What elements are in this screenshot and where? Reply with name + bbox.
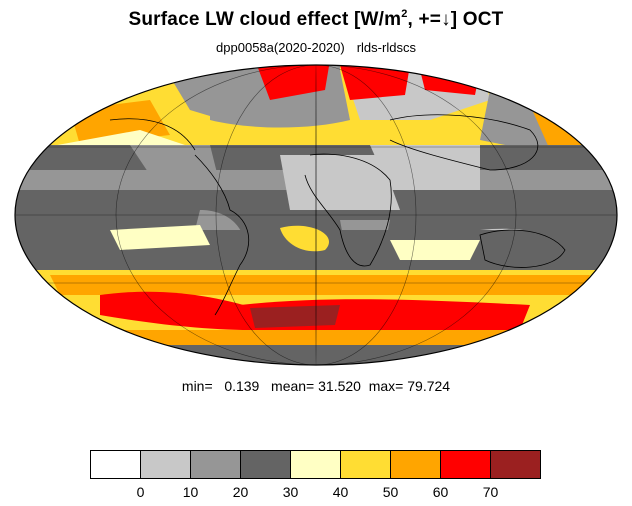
title-superscript: 2 <box>401 8 408 20</box>
stats-min-label: min= <box>181 378 213 394</box>
colorbar-box <box>290 450 341 479</box>
colorbar-tick-label: 30 <box>283 484 299 500</box>
colorbar-box <box>90 450 141 479</box>
colorbar-tick-label: 10 <box>183 484 199 500</box>
map-field <box>15 65 617 365</box>
plot-title: Surface LW cloud effect [W/m2, +=↓] OCT <box>0 8 632 31</box>
stats-max-value: 79.724 <box>407 378 451 394</box>
colorbar-tick-label: 50 <box>383 484 399 500</box>
subtitle-variable: rlds-rldscs <box>356 40 416 55</box>
plot-subtitle: dpp0058a(2020-2020) rlds-rldscs <box>0 40 632 55</box>
colorbar-tick-label: 60 <box>433 484 449 500</box>
colorbar: 0 10 20 30 40 50 60 70 <box>90 450 541 500</box>
colorbar-box <box>440 450 491 479</box>
south-darkred <box>250 305 340 328</box>
stats-mean-value: 31.520 <box>318 378 361 394</box>
mollweide-map <box>14 64 618 366</box>
coastlines <box>109 114 566 316</box>
n-america-grey <box>130 145 220 190</box>
colorbar-box <box>490 450 541 479</box>
band-equator <box>15 210 617 230</box>
colorbar-tick-label: 20 <box>233 484 249 500</box>
stats-line: min= 0.139 mean= 31.520 max= 79.724 <box>0 378 632 394</box>
colorbar-box <box>340 450 391 479</box>
colorbar-labels: 0 10 20 30 40 50 60 70 <box>137 484 499 500</box>
map-border <box>14 64 618 366</box>
colorbar-box <box>190 450 241 479</box>
colorbar-tick-label: 40 <box>333 484 349 500</box>
colorbar-boxes <box>90 450 541 479</box>
colorbar-tick-label: 70 <box>483 484 499 500</box>
south-orange <box>50 275 590 295</box>
colorbar-box <box>390 450 441 479</box>
stats-max-label: max= <box>368 378 404 394</box>
asia-light <box>370 145 480 190</box>
north-red-2 <box>340 65 410 100</box>
subtitle-experiment: dpp0058a(2020-2020) <box>216 40 345 55</box>
north-red-1 <box>255 65 330 100</box>
stats-min-value: 0.139 <box>224 378 260 394</box>
south-red-west <box>100 291 260 330</box>
stats-mean-label: mean= <box>271 378 315 394</box>
se-pacific-pale <box>110 225 210 250</box>
colorbar-box <box>140 450 191 479</box>
indian-pale <box>390 240 480 260</box>
title-prefix: Surface LW cloud effect [W/m <box>128 9 402 30</box>
colorbar-tick-label: 0 <box>137 484 145 500</box>
title-suffix: , +=↓] OCT <box>407 9 504 30</box>
colorbar-box <box>240 450 291 479</box>
